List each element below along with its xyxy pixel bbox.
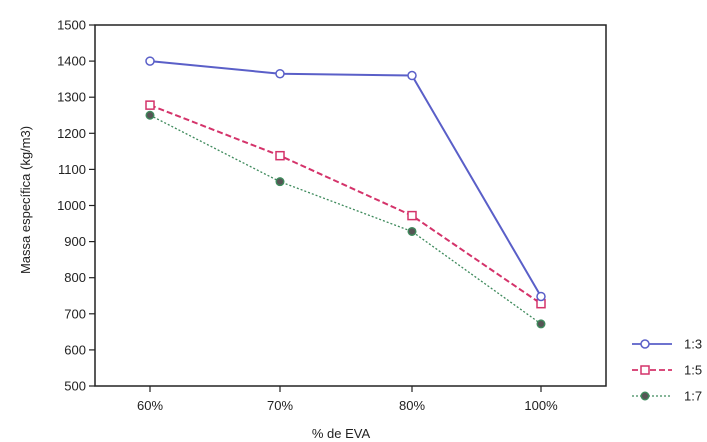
data-point	[275, 68, 285, 79]
legend-label: 1:3	[684, 337, 702, 352]
y-tick-label: 1500	[57, 18, 86, 33]
data-point	[407, 210, 417, 221]
y-tick-label: 800	[64, 270, 86, 285]
series-line	[149, 104, 542, 305]
legend-entry: 1:3	[632, 337, 702, 352]
legend-label: 1:7	[684, 389, 702, 404]
data-point	[536, 319, 546, 329]
y-tick-label: 500	[64, 379, 86, 394]
data-point	[275, 150, 285, 161]
y-axis-title: Massa específica (kg/m3)	[18, 126, 33, 274]
y-tick-label: 1000	[57, 198, 86, 213]
series-line	[149, 114, 542, 325]
legend-marker	[640, 339, 650, 349]
x-axis-title: % de EVA	[312, 426, 371, 441]
x-tick-label: 100%	[524, 398, 558, 413]
legend-label: 1:5	[684, 363, 702, 378]
x-tick-label: 70%	[267, 398, 293, 413]
data-point	[145, 56, 155, 66]
series-group	[145, 56, 546, 329]
legend-marker	[640, 365, 650, 375]
plot-frame	[94, 24, 607, 387]
y-tick-label: 900	[64, 234, 86, 249]
data-point	[145, 100, 155, 110]
plot-area	[94, 24, 607, 387]
y-tick-label: 1400	[57, 54, 86, 69]
x-tick-label: 80%	[399, 398, 425, 413]
legend-entry: 1:7	[632, 389, 702, 404]
data-point	[536, 291, 546, 302]
y-tick-label: 1100	[58, 162, 86, 177]
y-tick-label: 700	[64, 306, 86, 321]
data-point	[407, 70, 417, 81]
y-tick-label: 600	[64, 342, 86, 357]
legend-marker	[640, 391, 650, 401]
y-tick-label: 1200	[57, 126, 86, 141]
data-point	[275, 177, 285, 187]
legend: 1:3 1:5 1:7	[632, 337, 702, 404]
data-point	[145, 110, 155, 120]
series-1-3	[145, 56, 546, 302]
series-1-7	[145, 110, 546, 329]
x-tick-label: 60%	[137, 398, 163, 413]
series-line	[149, 60, 542, 297]
data-point	[407, 226, 417, 236]
y-tick-label: 1300	[57, 90, 86, 105]
legend-entry: 1:5	[632, 363, 702, 378]
axes: 500 600 700 800 900 1000 1100 1200 1300 1400 1500 6…	[57, 18, 558, 414]
